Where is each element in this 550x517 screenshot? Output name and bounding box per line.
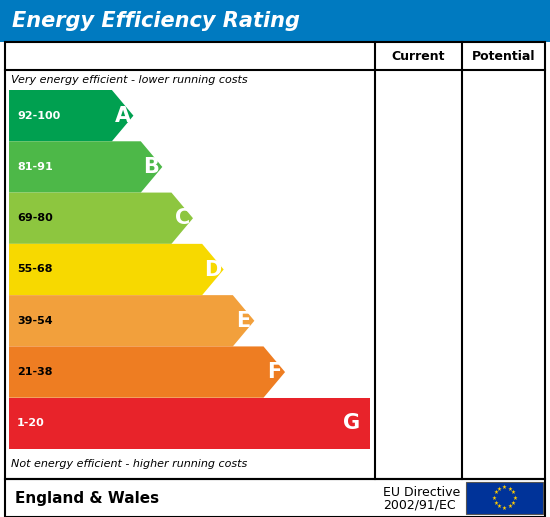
Polygon shape [9, 141, 162, 192]
Text: ★: ★ [493, 500, 498, 506]
Bar [0, 0, 550, 42]
Polygon shape [9, 244, 224, 295]
Polygon shape [9, 90, 134, 141]
Text: ★: ★ [502, 506, 507, 511]
Text: Energy Efficiency Rating: Energy Efficiency Rating [12, 11, 300, 31]
Text: ★: ★ [497, 505, 502, 509]
Text: 55-68: 55-68 [17, 265, 52, 275]
Text: E: E [236, 311, 251, 331]
Bar [5, 42, 545, 479]
Text: 39-54: 39-54 [17, 316, 53, 326]
Text: 21-38: 21-38 [17, 367, 52, 377]
Text: ★: ★ [507, 505, 512, 509]
Text: 92-100: 92-100 [17, 111, 60, 120]
Text: 2002/91/EC: 2002/91/EC [383, 498, 455, 511]
Polygon shape [9, 192, 193, 244]
Text: C: C [174, 208, 190, 228]
Polygon shape [9, 398, 370, 449]
Text: B: B [144, 157, 160, 177]
Text: G: G [343, 414, 361, 433]
Bar [5, 479, 545, 517]
Text: ★: ★ [497, 486, 502, 492]
Text: ★: ★ [511, 500, 516, 506]
Polygon shape [9, 346, 285, 398]
Text: ★: ★ [507, 486, 512, 492]
Text: A: A [114, 105, 131, 126]
Text: F: F [267, 362, 282, 382]
Text: ★: ★ [512, 495, 517, 500]
Text: 1-20: 1-20 [17, 418, 45, 429]
Polygon shape [9, 295, 254, 346]
Text: Potential: Potential [472, 50, 535, 63]
Text: Very energy efficient - lower running costs: Very energy efficient - lower running co… [11, 75, 248, 85]
Text: D: D [204, 260, 222, 280]
Text: ★: ★ [511, 491, 516, 495]
Text: Current: Current [392, 50, 446, 63]
Text: ★: ★ [492, 495, 497, 500]
Text: Not energy efficient - higher running costs: Not energy efficient - higher running co… [11, 459, 248, 469]
Text: EU Directive: EU Directive [383, 486, 460, 499]
Text: 81-91: 81-91 [17, 162, 53, 172]
Text: England & Wales: England & Wales [15, 491, 159, 506]
Text: ★: ★ [502, 485, 507, 490]
Text: 69-80: 69-80 [17, 213, 53, 223]
Text: ★: ★ [493, 491, 498, 495]
Bar [466, 482, 543, 514]
